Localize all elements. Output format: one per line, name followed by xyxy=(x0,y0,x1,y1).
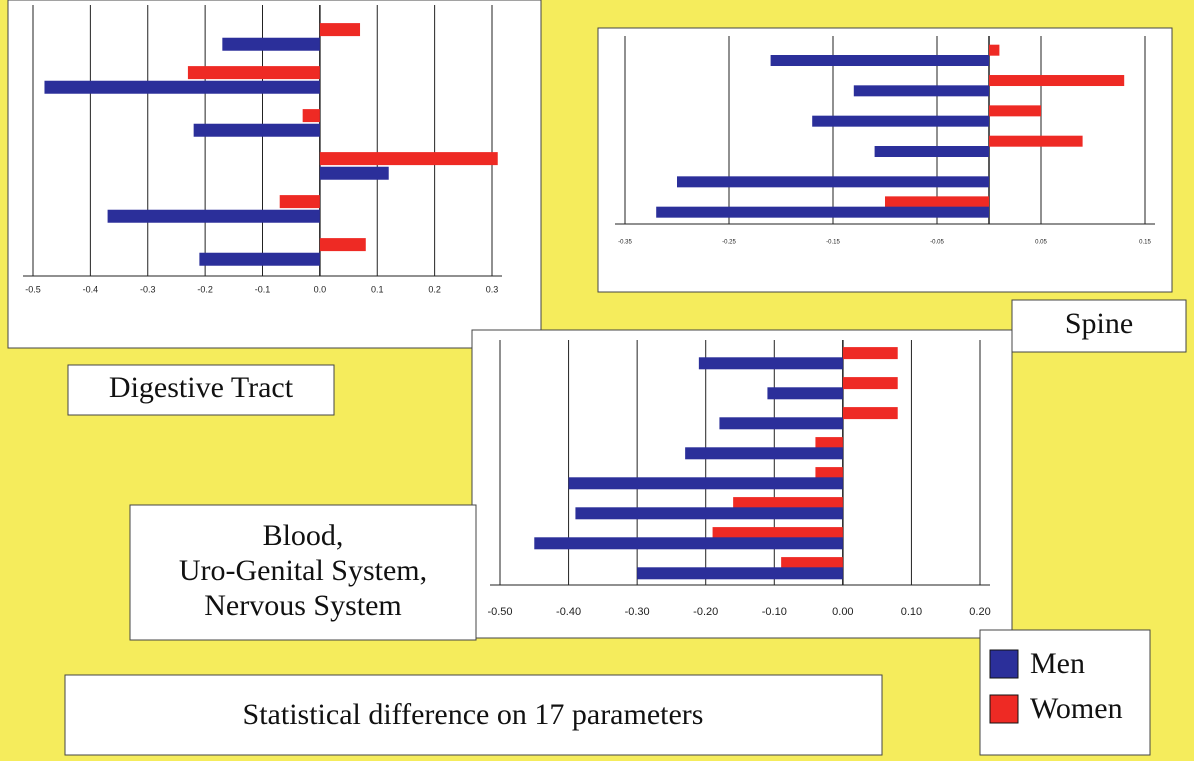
bar xyxy=(842,347,898,360)
bar xyxy=(712,527,843,540)
bar xyxy=(677,176,989,188)
bar xyxy=(302,109,320,123)
x-tick-label: -0.2 xyxy=(197,284,213,294)
label-box xyxy=(1011,299,1187,353)
chart-title: Digestive Tract xyxy=(109,371,294,404)
bar xyxy=(733,497,843,510)
chart-title: Blood, xyxy=(263,519,344,552)
bar xyxy=(685,447,843,460)
footer-box xyxy=(64,674,883,756)
bar xyxy=(637,567,843,580)
chart-frame xyxy=(7,0,542,349)
bar xyxy=(568,477,843,490)
x-tick-label: -0.5 xyxy=(25,284,41,294)
chart-frame xyxy=(597,27,1173,293)
bar xyxy=(319,166,389,180)
bar xyxy=(815,437,843,450)
bar xyxy=(767,387,843,400)
x-tick-label: -0.50 xyxy=(487,606,512,618)
x-tick-label: -0.30 xyxy=(625,606,650,618)
bar xyxy=(698,357,843,370)
x-tick-label: -0.20 xyxy=(693,606,718,618)
x-tick-label: 0.3 xyxy=(486,284,499,294)
x-tick-label: -0.3 xyxy=(140,284,156,294)
bar xyxy=(989,44,1000,56)
x-tick-label: -0.35 xyxy=(618,240,632,246)
x-tick-label: 0.1 xyxy=(371,284,384,294)
bar xyxy=(885,196,989,208)
bar xyxy=(222,37,320,51)
x-tick-label: -0.25 xyxy=(722,240,736,246)
bar xyxy=(989,105,1041,117)
x-tick-label: 0.00 xyxy=(832,606,853,618)
x-tick-label: 0.15 xyxy=(1139,240,1151,246)
x-tick-label: 0.2 xyxy=(428,284,441,294)
bar xyxy=(815,467,843,480)
footer: Statistical difference on 17 parameters xyxy=(243,698,704,731)
bar xyxy=(319,23,361,37)
bar xyxy=(534,537,843,550)
bar xyxy=(575,507,843,520)
x-tick-label: -0.4 xyxy=(83,284,99,294)
bar xyxy=(44,80,320,94)
bar xyxy=(842,377,898,390)
bar xyxy=(656,206,989,218)
bar xyxy=(107,209,320,223)
bar xyxy=(319,152,498,166)
bar xyxy=(842,407,898,420)
bar xyxy=(812,115,989,127)
bar xyxy=(989,135,1083,147)
bar xyxy=(319,238,366,252)
x-tick-label: -0.10 xyxy=(762,606,787,618)
x-tick-label: 0.05 xyxy=(1035,240,1047,246)
x-tick-label: 0.0 xyxy=(314,284,327,294)
bar xyxy=(199,252,320,266)
bar xyxy=(853,85,989,97)
bar xyxy=(989,75,1125,87)
label-box xyxy=(129,504,477,641)
bar xyxy=(193,123,320,137)
bar xyxy=(719,417,843,430)
legend-swatch xyxy=(989,694,1019,724)
chart-title: Nervous System xyxy=(204,589,402,622)
chart-title: Uro-Genital System, xyxy=(179,554,427,587)
legend-swatch xyxy=(989,649,1019,679)
x-tick-label: -0.05 xyxy=(930,240,944,246)
bar xyxy=(781,557,843,570)
bar xyxy=(874,146,989,158)
x-tick-label: 0.10 xyxy=(901,606,922,618)
x-tick-label: -0.40 xyxy=(556,606,581,618)
bar xyxy=(187,66,320,80)
x-tick-label: -0.1 xyxy=(255,284,271,294)
x-tick-label: -0.15 xyxy=(826,240,840,246)
label-box xyxy=(67,364,335,416)
legend-label: Men xyxy=(1030,647,1085,680)
bar xyxy=(279,195,320,209)
chart-title: Spine xyxy=(1065,307,1133,340)
legend-label: Women xyxy=(1030,692,1123,725)
x-tick-label: 0.20 xyxy=(969,606,990,618)
bar xyxy=(770,55,989,67)
